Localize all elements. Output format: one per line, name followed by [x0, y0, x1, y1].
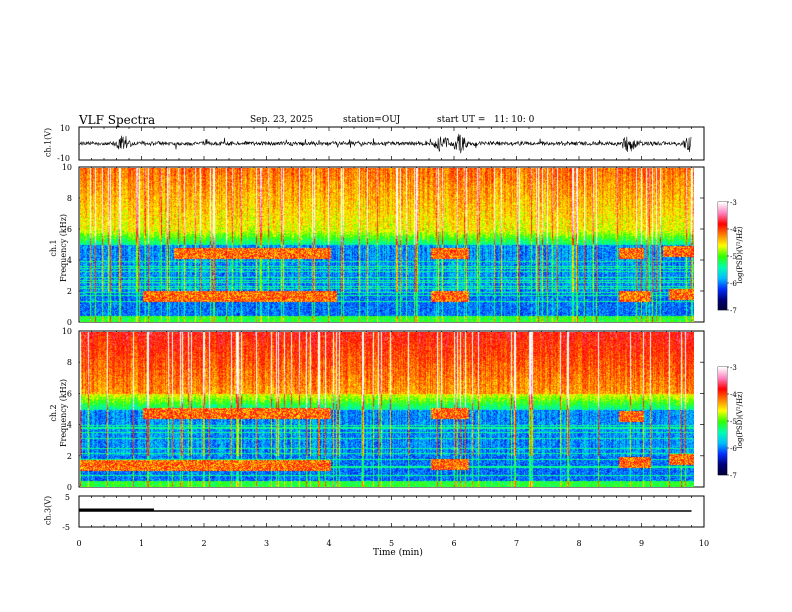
x-tick-label: 5 — [389, 539, 394, 548]
colorbar-tick-label: -4 — [730, 391, 737, 399]
ch1-spectrogram-ylabel: ch.1 Frequency (kHz) — [49, 203, 69, 293]
ch3-ytick-label: 5 — [65, 493, 70, 502]
freq-tick-label: 6 — [67, 389, 72, 398]
colorbar-tick-label: -4 — [730, 226, 737, 234]
ch3-ytick-label: -5 — [62, 523, 70, 532]
colorbar-tick-label: -6 — [730, 280, 737, 288]
freq-tick-label: 0 — [67, 483, 72, 492]
x-tick-label: 0 — [76, 539, 81, 548]
colorbar-tick-label: -7 — [730, 472, 737, 480]
ch1-waveform-ylabel: ch.1(V) — [43, 127, 53, 158]
ch2-label: ch.2 — [49, 404, 58, 422]
ch2-spectrogram-ylabel: ch.2 Frequency (kHz) — [49, 368, 69, 458]
freq-tick-label: 0 — [67, 318, 72, 327]
x-tick-label: 9 — [639, 539, 644, 548]
ch2-colorbar — [718, 367, 727, 475]
ch1-spectrogram-image — [80, 168, 694, 322]
colorbar-tick-label: -7 — [730, 307, 737, 315]
ch2-colorbar-label: log(PSD)(V²/Hz) — [736, 391, 744, 449]
x-tick-label: 3 — [264, 539, 269, 548]
x-tick-label: 6 — [451, 539, 456, 548]
colorbar-tick-label: -3 — [730, 199, 737, 207]
colorbar-tick-label: -6 — [730, 445, 737, 453]
x-tick-label: 4 — [326, 539, 331, 548]
x-tick-label: 7 — [514, 539, 519, 548]
date-label: Sep. 23, 2025 — [250, 115, 314, 125]
ch2-freq-label: Frequency (kHz) — [59, 378, 68, 448]
ch1-colorbar-label: log(PSD)(V²/Hz) — [736, 226, 744, 284]
colorbar-tick-label: -5 — [730, 253, 737, 261]
ch1-ytick-label: -10 — [57, 154, 70, 163]
station-label: station=OUJ — [343, 115, 401, 125]
start-time-label: start UT = 11: 10: 0 — [437, 115, 535, 125]
chart-title: VLF Spectra — [79, 113, 156, 127]
freq-tick-label: 8 — [67, 194, 72, 203]
freq-tick-label: 4 — [67, 421, 72, 430]
x-axis-label: Time (min) — [373, 548, 423, 558]
freq-tick-label: 2 — [67, 452, 72, 461]
freq-tick-label: 2 — [67, 287, 72, 296]
ch1-waveform-trace — [78, 133, 692, 154]
ch1-colorbar — [718, 202, 727, 310]
ch3-ylabel: ch.3(V) — [43, 495, 53, 526]
freq-tick-label: 10 — [62, 327, 72, 336]
x-tick-label: 2 — [201, 539, 206, 548]
x-tick-label: 8 — [576, 539, 581, 548]
ch1-ytick-label: 10 — [60, 124, 70, 133]
x-tick-label: 1 — [139, 539, 144, 548]
ch2-spectrogram-image — [80, 332, 694, 487]
freq-tick-label: 6 — [67, 225, 72, 234]
colorbar-tick-label: -3 — [730, 364, 737, 372]
ch1-label: ch.1 — [49, 239, 58, 257]
x-tick-label: 10 — [699, 539, 709, 548]
freq-tick-label: 4 — [67, 256, 72, 265]
freq-tick-label: 10 — [62, 163, 72, 172]
ch1-freq-label: Frequency (kHz) — [59, 213, 68, 283]
colorbar-tick-label: -5 — [730, 418, 737, 426]
freq-tick-label: 8 — [67, 358, 72, 367]
